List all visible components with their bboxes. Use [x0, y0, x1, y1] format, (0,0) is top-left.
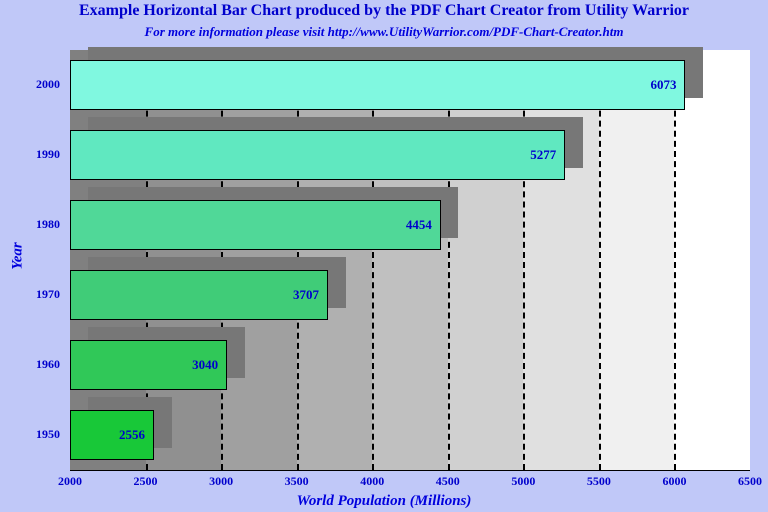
x-tick-label: 3000 — [196, 474, 246, 489]
bar: 6073 — [70, 60, 685, 110]
y-tick-label: 1970 — [0, 287, 60, 302]
x-tick-label: 5000 — [498, 474, 548, 489]
grid-line — [523, 50, 525, 470]
x-tick-label: 2500 — [121, 474, 171, 489]
grid-line — [372, 50, 374, 470]
grid-band — [599, 50, 675, 470]
chart-title: Example Horizontal Bar Chart produced by… — [0, 2, 768, 20]
x-tick-label: 3500 — [272, 474, 322, 489]
grid-line — [674, 50, 676, 470]
grid-line — [448, 50, 450, 470]
x-axis-line — [70, 470, 750, 471]
x-axis-label: World Population (Millions) — [0, 493, 768, 510]
y-tick-label: 1960 — [0, 357, 60, 372]
x-tick-label: 6000 — [649, 474, 699, 489]
x-tick-label: 4500 — [423, 474, 473, 489]
x-tick-label: 6500 — [725, 474, 768, 489]
x-tick-label: 2000 — [45, 474, 95, 489]
bar: 2556 — [70, 410, 154, 460]
chart-subtitle: For more information please visit http:/… — [0, 24, 768, 40]
bar: 3040 — [70, 340, 227, 390]
plot-area: 6073 5277 4454 3707 3040 2556 — [70, 50, 750, 470]
y-axis-label: Year — [9, 242, 26, 270]
chart-frame: Example Horizontal Bar Chart produced by… — [0, 0, 768, 512]
grid-band — [372, 50, 448, 470]
bar: 4454 — [70, 200, 441, 250]
bar: 3707 — [70, 270, 328, 320]
grid-band — [523, 50, 599, 470]
bar: 5277 — [70, 130, 565, 180]
y-tick-label: 2000 — [0, 77, 60, 92]
grid-line — [599, 50, 601, 470]
grid-band — [448, 50, 524, 470]
x-tick-label: 4000 — [347, 474, 397, 489]
y-tick-label: 1950 — [0, 427, 60, 442]
x-tick-label: 5500 — [574, 474, 624, 489]
y-tick-label: 1980 — [0, 217, 60, 232]
grid-band — [674, 50, 750, 470]
y-tick-label: 1990 — [0, 147, 60, 162]
